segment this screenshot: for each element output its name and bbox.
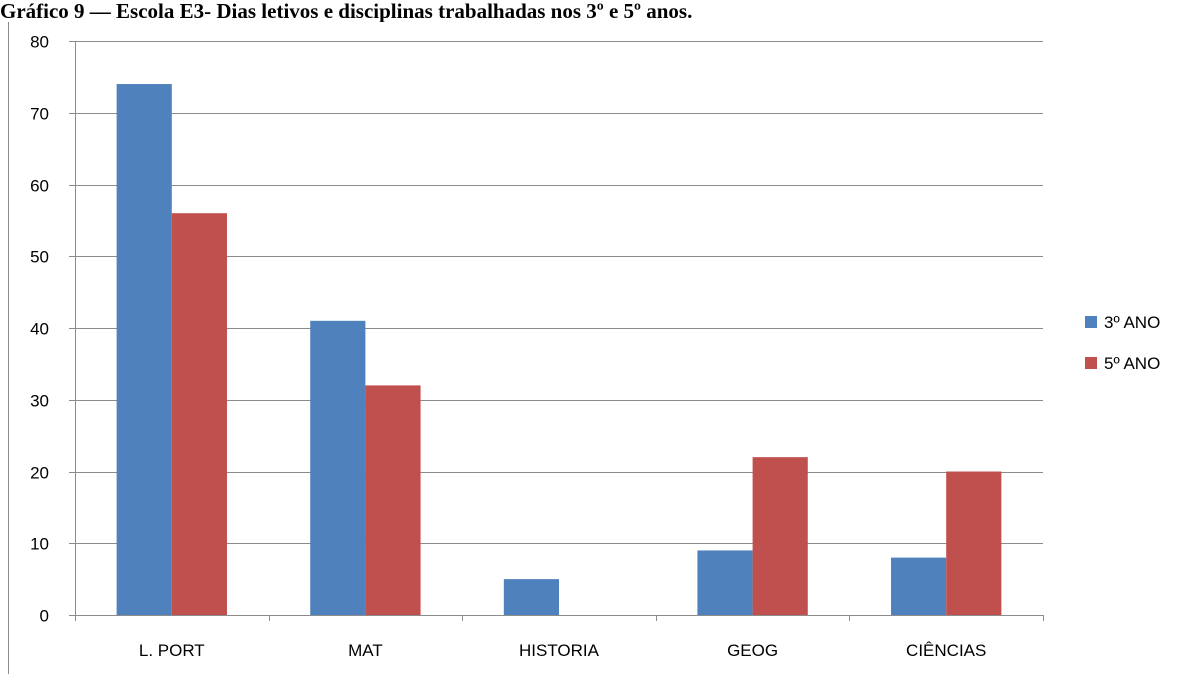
bar-series2-4 xyxy=(946,471,1002,615)
bar-series1-3 xyxy=(697,550,753,615)
bar-series2-1 xyxy=(365,385,421,615)
y-tick-label: 40 xyxy=(30,320,49,339)
y-tick-label: 0 xyxy=(40,607,49,626)
x-tick-label: MAT xyxy=(348,641,383,660)
legend-label: 5º ANO xyxy=(1104,354,1160,373)
bar-series1-1 xyxy=(310,320,366,615)
x-tick-labels: L. PORT MAT HISTORIA GEOG CIÊNCIAS xyxy=(139,641,986,660)
bar-series2-0 xyxy=(171,213,227,615)
axes xyxy=(69,41,1044,621)
y-tick-label: 60 xyxy=(30,177,49,196)
legend-swatch xyxy=(1085,357,1097,369)
y-tick-label: 50 xyxy=(30,248,49,267)
y-tick-label: 80 xyxy=(30,33,49,52)
y-tick-label: 20 xyxy=(30,464,49,483)
x-tick-label: L. PORT xyxy=(139,641,205,660)
bar-series1-2 xyxy=(503,579,559,615)
chart-frame xyxy=(8,22,1192,674)
legend: 3º ANO 5º ANO xyxy=(1085,313,1160,373)
legend-swatch xyxy=(1085,316,1097,328)
gridlines xyxy=(75,41,1043,544)
y-tick-label: 70 xyxy=(30,105,49,124)
bar-series1-0 xyxy=(116,84,172,616)
y-tick-label: 10 xyxy=(30,535,49,554)
bars xyxy=(116,84,1002,616)
chart-caption: Gráfico 9 — Escola E3- Dias letivos e di… xyxy=(0,0,693,22)
legend-label: 3º ANO xyxy=(1104,313,1160,332)
y-tick-labels: 0 10 20 30 40 50 60 70 80 xyxy=(30,33,49,626)
x-tick-label: CIÊNCIAS xyxy=(906,641,986,660)
bar-series1-4 xyxy=(891,557,947,615)
y-tick-label: 30 xyxy=(30,392,49,411)
bar-series2-3 xyxy=(752,457,808,615)
x-tick-label: HISTORIA xyxy=(519,641,600,660)
x-tick-label: GEOG xyxy=(727,641,778,660)
